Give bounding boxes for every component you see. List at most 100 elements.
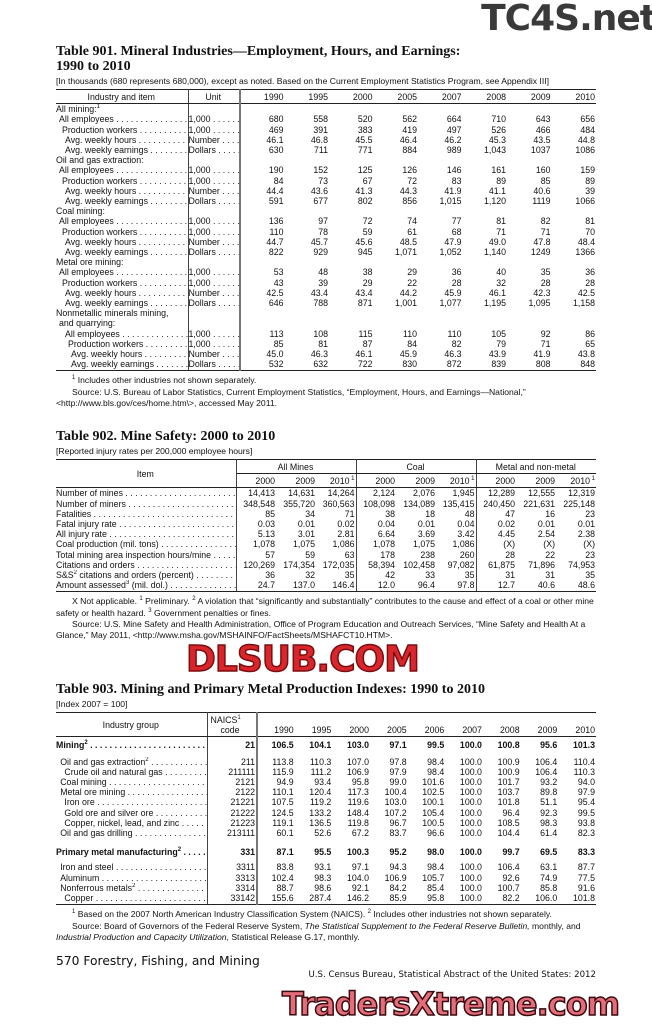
row-label: Metal ore mining — [56, 787, 208, 798]
value-cell: 47 — [505, 508, 515, 519]
value-cell: 93.2 — [540, 777, 558, 788]
value-cell: 526 — [491, 124, 506, 135]
row-label: Total mining area inspection hours/mine — [56, 549, 237, 560]
unit-text: Number — [189, 349, 239, 359]
value-cell: 134,089 — [403, 498, 435, 509]
value-cell — [285, 308, 330, 318]
table-row: All employees1,000 53 48 38 29 36 40 35 36 — [56, 267, 596, 278]
value-cell: 1,120 — [483, 196, 506, 207]
header-item: Industry group — [56, 711, 208, 738]
value-cell: 466 — [535, 124, 551, 135]
page-footer-publication: U.S. Census Bureau, Statistical Abstract… — [308, 970, 597, 980]
source-text: Source: Board of Governors of the Federa… — [72, 920, 305, 931]
label-text: Primary metal manufacturing2 — [56, 847, 206, 857]
footnote-marker: 2 — [73, 570, 77, 577]
value-cell: 100.0 — [459, 807, 482, 818]
value-cell: 38 — [385, 508, 395, 519]
table-row: Oil and gas drilling213111 60.1 52.6 67.2 83… — [56, 828, 596, 839]
value-cell: 35 — [585, 570, 595, 581]
value-cell: 110 — [269, 226, 284, 237]
value-cell: 96.6 — [427, 828, 445, 839]
value-cell: 99.5 — [577, 807, 595, 818]
value-cell: 35 — [316, 570, 357, 581]
value-cell: 31 — [545, 570, 555, 581]
footnote-marker: 1 — [237, 715, 241, 721]
unit-cell: Number — [188, 287, 241, 299]
value-cell: 1,945 — [436, 487, 477, 499]
value-cell: 190 — [268, 165, 284, 176]
value-cell: 84 — [273, 175, 284, 186]
value-cell: 0.04 — [377, 519, 395, 530]
label-text: Nonmetallic minerals mining, — [56, 308, 169, 319]
table-row: All employees1,000 190 152 125 126 146 161 160 1… — [56, 165, 596, 176]
value-cell: 884 — [402, 145, 417, 156]
value-cell: 107.2 — [384, 807, 407, 818]
table-row: All injury rate 5.13 3.012.81 6.64 3.693.42 4… — [56, 529, 596, 540]
footnote-text: Includes other industries not shown sepa… — [77, 375, 257, 386]
value-cell: 1037 — [530, 145, 551, 156]
value-cell: 355,720 — [283, 498, 315, 509]
value-cell: 61.4 — [540, 828, 558, 839]
value-cell: 84.2 — [389, 882, 407, 893]
naics-code: 2122 — [207, 787, 258, 798]
table-row: All employees1,000 680 558 520 562 664 710 643 6… — [56, 114, 596, 125]
value-cell: 93.1 — [314, 862, 332, 873]
value-cell: 85.4 — [427, 882, 445, 893]
value-cell: 83.8 — [276, 862, 294, 873]
header-year: 2009 — [520, 711, 559, 738]
value-cell: 14,631 — [288, 488, 315, 499]
table-row: All mining:1 — [56, 103, 596, 115]
value-cell: 59 — [305, 549, 315, 560]
unit-text: Dollars — [189, 145, 239, 155]
title-line-1: Table 901. Mineral Industries—Employment… — [56, 44, 461, 59]
unit-cell: Dollars — [188, 196, 241, 207]
row-label: and quarrying: — [56, 318, 189, 329]
footnote-line: X Not applicable. 1 Preliminary. 2 A vio… — [56, 596, 596, 619]
value-cell: 0.01 — [297, 519, 315, 530]
header-year: 2006 — [407, 711, 446, 738]
value-cell: 83.3 — [577, 847, 595, 858]
value-cell: 1,043 — [483, 145, 506, 156]
value-cell: 99.5 — [427, 740, 445, 751]
value-cell: 119.6 — [347, 797, 369, 808]
value-cell: 48 — [436, 508, 477, 520]
value-cell — [329, 104, 374, 115]
value-cell: 558 — [313, 114, 328, 125]
value-cell: 58,394 — [368, 559, 395, 570]
value-cell: 1,140 — [483, 247, 506, 258]
footnote-marker: 2 — [84, 740, 88, 747]
value-cell: 225,148 — [563, 498, 595, 509]
label-text: Avg. weekly hours — [65, 237, 187, 247]
footnote-marker: 2 — [367, 909, 372, 916]
value-cell: 97.9 — [577, 787, 595, 798]
value-cell: 100.4 — [384, 787, 407, 798]
value-cell: 5.13 — [257, 529, 275, 540]
value-cell: 94.9 — [276, 777, 294, 788]
table-row: Nonferrous metals23314 88.7 98.6 92.1 84.2 85… — [56, 882, 596, 894]
value-cell: 83.7 — [389, 828, 407, 839]
header-year: 1990 — [240, 88, 285, 105]
value-cell: 103.7 — [497, 787, 520, 798]
value-cell: 45.5 — [355, 134, 373, 145]
unit-cell: Dollars — [188, 247, 241, 258]
row-label: Avg. weekly hours — [56, 287, 189, 299]
value-cell: 43.9 — [488, 349, 506, 360]
value-cell — [552, 155, 597, 165]
value-cell: 71 — [540, 338, 551, 349]
row-label: All employees — [56, 267, 189, 278]
table-row: Avg. weekly earningsDollars5326327228308… — [56, 359, 596, 372]
unit-text: 1,000 — [189, 216, 239, 226]
value-cell: 136.5 — [309, 817, 332, 828]
naics-code: 211 — [207, 756, 258, 767]
source-text: monthly, and — [529, 920, 581, 931]
value-cell: 52.6 — [314, 828, 332, 839]
header-year: 2010 — [558, 711, 596, 738]
table-903-footnotes: 1 Based on the 2007 North American Indus… — [56, 909, 596, 943]
value-cell — [374, 257, 419, 267]
naics-code: 211111 — [207, 766, 258, 778]
row-label: All mining:1 — [56, 103, 189, 115]
value-cell: 72 — [362, 216, 373, 227]
label-text: Aluminum — [60, 873, 206, 883]
value-cell: 1,052 — [439, 247, 462, 258]
value-cell: 14,413 — [248, 488, 275, 499]
